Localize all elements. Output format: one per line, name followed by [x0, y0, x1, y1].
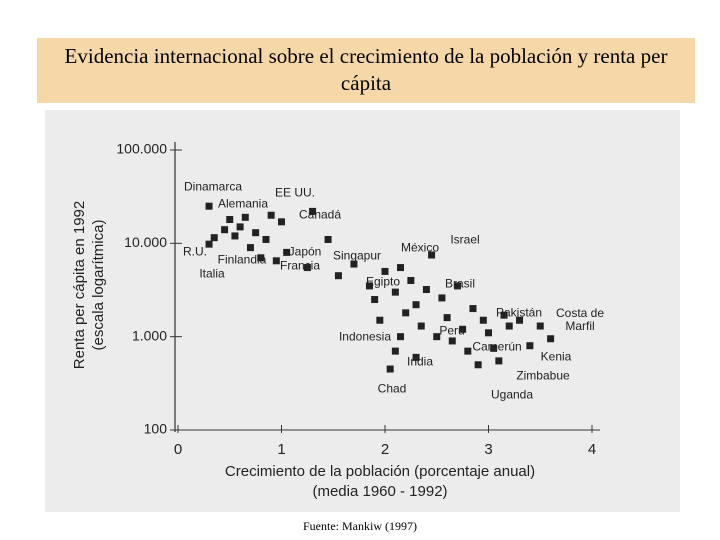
country-label: Costa de Marfil: [555, 306, 605, 333]
country-label: Singapur: [332, 248, 382, 263]
country-label: México: [400, 240, 440, 255]
point: [547, 335, 555, 343]
point: [397, 333, 405, 341]
x-tick-label: 4: [588, 441, 596, 458]
country-label: Canadá: [298, 207, 342, 222]
point: [210, 234, 218, 242]
y-tick-label: 10.000: [124, 234, 167, 250]
point: [448, 337, 456, 345]
country-label: Dinamarca: [183, 179, 243, 194]
point: [226, 216, 234, 224]
point: [433, 333, 441, 341]
point: [303, 264, 311, 272]
point: [236, 223, 244, 231]
point: [412, 353, 420, 361]
point: [464, 347, 472, 355]
country-label: Finlandia: [217, 252, 267, 267]
y-tick-label: 1.000: [132, 327, 167, 343]
point: [443, 314, 451, 322]
point: [479, 316, 487, 324]
country-label: Uganda: [490, 387, 534, 402]
point: [407, 276, 415, 284]
point: [516, 316, 524, 324]
point: [231, 232, 239, 240]
point: [391, 347, 399, 355]
point: [381, 267, 389, 275]
country-label: Alemania: [217, 196, 269, 211]
country-label: Israel: [450, 232, 480, 247]
point: [324, 235, 332, 243]
y-tick-label: 100: [144, 421, 168, 437]
y-axis-label: (escala logarítmica): [90, 220, 107, 351]
point: [386, 365, 394, 373]
point: [205, 202, 213, 210]
point: [505, 322, 513, 330]
point: [278, 218, 285, 226]
point: [371, 296, 379, 304]
country-label: Camerún: [472, 339, 522, 354]
x-tick-label: 0: [174, 441, 182, 458]
source: Fuente: Mankiw (1997): [303, 519, 417, 533]
y-axis-label: Renta per cápita en 1992: [71, 201, 88, 369]
point: [283, 248, 291, 256]
point: [334, 272, 342, 280]
country-label: Egipto: [365, 274, 401, 289]
point: [272, 257, 280, 265]
country-label: Italia: [199, 266, 225, 281]
point: [474, 361, 482, 369]
country-label: Francia: [279, 258, 321, 273]
point: [417, 322, 425, 330]
point: [391, 288, 399, 296]
point: [469, 305, 477, 313]
point: [536, 322, 544, 330]
country-label: EE UU.: [274, 185, 316, 200]
point: [428, 251, 436, 259]
slide-title: Evidencia internacional sobre el crecimi…: [37, 38, 695, 103]
country-label: R.U.: [183, 244, 207, 259]
point: [438, 294, 446, 302]
point: [422, 286, 430, 294]
point: [459, 325, 467, 333]
point: [246, 244, 254, 252]
country-label: Japón: [288, 244, 322, 259]
point: [412, 301, 420, 309]
point: [485, 329, 492, 337]
point: [453, 282, 461, 290]
point: [252, 229, 260, 237]
point: [376, 316, 384, 324]
point: [309, 207, 317, 215]
point: [221, 226, 229, 234]
country-label: Zimbabue: [516, 368, 570, 383]
point: [241, 213, 249, 221]
y-tick-label: 100.000: [116, 141, 167, 157]
country-label: Chad: [377, 381, 407, 396]
x-axis-label: (media 1960 - 1992): [312, 483, 447, 500]
point: [267, 211, 275, 219]
point: [257, 254, 265, 262]
country-label: Pakistán: [495, 305, 543, 320]
point: [500, 311, 508, 319]
point: [205, 240, 213, 248]
point: [262, 235, 270, 243]
point: [490, 344, 498, 352]
country-label: Indonesia: [338, 329, 392, 344]
x-tick-label: 1: [277, 441, 285, 458]
x-axis-label: Crecimiento de la población (porcentaje …: [225, 463, 535, 480]
country-label: Kenia: [540, 349, 572, 364]
point: [402, 309, 410, 317]
country-label: India: [406, 354, 434, 369]
point: [526, 342, 534, 350]
country-label: Perú: [439, 323, 465, 338]
x-tick-label: 2: [381, 441, 389, 458]
plot-background: [45, 110, 680, 512]
point: [350, 260, 358, 268]
point: [495, 357, 503, 365]
point: [397, 264, 405, 272]
x-tick-label: 3: [484, 441, 492, 458]
country-label: Brasil: [444, 276, 476, 291]
point: [365, 282, 373, 290]
